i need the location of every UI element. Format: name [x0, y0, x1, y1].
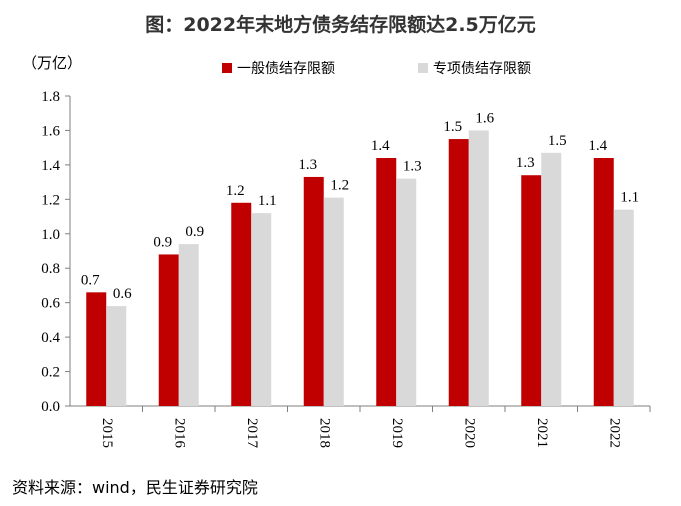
data-label-special-2018: 1.2 [330, 178, 349, 194]
data-label-general-2016: 0.9 [153, 234, 172, 250]
bar-special-2022 [613, 209, 634, 406]
x-tick-label: 2017 [244, 418, 260, 449]
y-tick-label: 0.6 [41, 296, 60, 312]
data-label-general-2018: 1.3 [298, 157, 317, 173]
bar-general-2021 [521, 175, 542, 406]
bar-special-2017 [251, 213, 272, 406]
y-tick-label: 1.4 [41, 158, 60, 174]
y-tick-label: 1.2 [41, 192, 60, 208]
bar-special-2019 [396, 178, 417, 406]
bar-general-2020 [448, 139, 469, 407]
data-label-special-2021: 1.5 [548, 133, 567, 149]
bar-special-2016 [178, 244, 199, 406]
bar-general-2016 [158, 254, 179, 406]
bar-special-2015 [106, 306, 127, 406]
data-label-general-2019: 1.4 [371, 138, 390, 154]
y-tick-label: 1.0 [41, 227, 60, 243]
source-note: 资料来源：wind，民生证券研究院 [12, 478, 258, 497]
legend-item-special-bond: 专项债结存限额 [418, 58, 531, 78]
bar-general-2015 [86, 292, 107, 406]
data-label-general-2022: 1.4 [588, 138, 607, 154]
x-tick-label: 2022 [606, 418, 622, 448]
bar-general-2018 [303, 176, 324, 406]
data-label-special-2016: 0.9 [185, 224, 204, 240]
legend-swatch-general-bond [222, 63, 232, 73]
legend-label-general-bond: 一般债结存限额 [237, 61, 335, 77]
y-tick-label: 0.4 [41, 330, 60, 346]
y-tick-label: 0.8 [41, 261, 60, 277]
bar-special-2020 [468, 130, 489, 406]
data-label-special-2017: 1.1 [258, 193, 277, 209]
x-tick-label: 2020 [461, 418, 477, 448]
bar-general-2019 [376, 158, 397, 406]
bar-special-2021 [541, 152, 562, 406]
data-label-general-2015: 0.7 [81, 272, 100, 288]
bar-general-2022 [593, 158, 614, 406]
legend-label-special-bond: 专项债结存限额 [433, 61, 531, 77]
data-label-general-2017: 1.2 [226, 183, 245, 199]
x-tick-label: 2018 [316, 418, 332, 448]
x-tick-label: 2016 [171, 418, 187, 449]
data-label-special-2019: 1.3 [403, 159, 422, 175]
y-axis-unit-label: （万亿） [22, 54, 83, 72]
data-label-general-2020: 1.5 [443, 119, 462, 135]
legend-item-general-bond: 一般债结存限额 [222, 58, 335, 78]
bar-general-2017 [231, 202, 252, 406]
y-tick-label: 1.6 [41, 123, 60, 139]
x-tick-label: 2015 [99, 418, 115, 448]
y-tick-label: 0.0 [41, 399, 60, 415]
x-tick-label: 2019 [389, 418, 405, 448]
y-tick-label: 1.8 [41, 89, 60, 105]
legend-swatch-special-bond [418, 63, 428, 73]
x-tick-label: 2021 [534, 418, 550, 448]
y-tick-label: 0.2 [41, 365, 60, 381]
data-label-special-2022: 1.1 [620, 190, 639, 206]
data-label-special-2020: 1.6 [475, 110, 494, 126]
data-label-general-2021: 1.3 [516, 155, 535, 171]
data-label-special-2015: 0.6 [113, 286, 132, 302]
bar-special-2018 [323, 197, 344, 406]
chart-title: 图：2022年末地方债务结存限额达2.5万亿元 [145, 14, 536, 36]
